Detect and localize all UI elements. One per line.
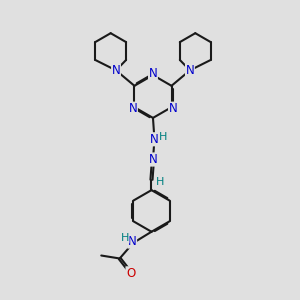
Text: H: H <box>121 233 129 243</box>
Text: N: N <box>128 235 136 248</box>
Text: O: O <box>126 267 135 280</box>
Text: N: N <box>129 102 137 115</box>
Text: N: N <box>148 153 157 166</box>
Text: N: N <box>112 64 120 77</box>
Text: N: N <box>169 102 177 115</box>
Text: N: N <box>148 67 157 80</box>
Text: N: N <box>150 133 159 146</box>
Text: H: H <box>156 177 164 187</box>
Text: H: H <box>159 132 167 142</box>
Text: N: N <box>186 64 194 77</box>
